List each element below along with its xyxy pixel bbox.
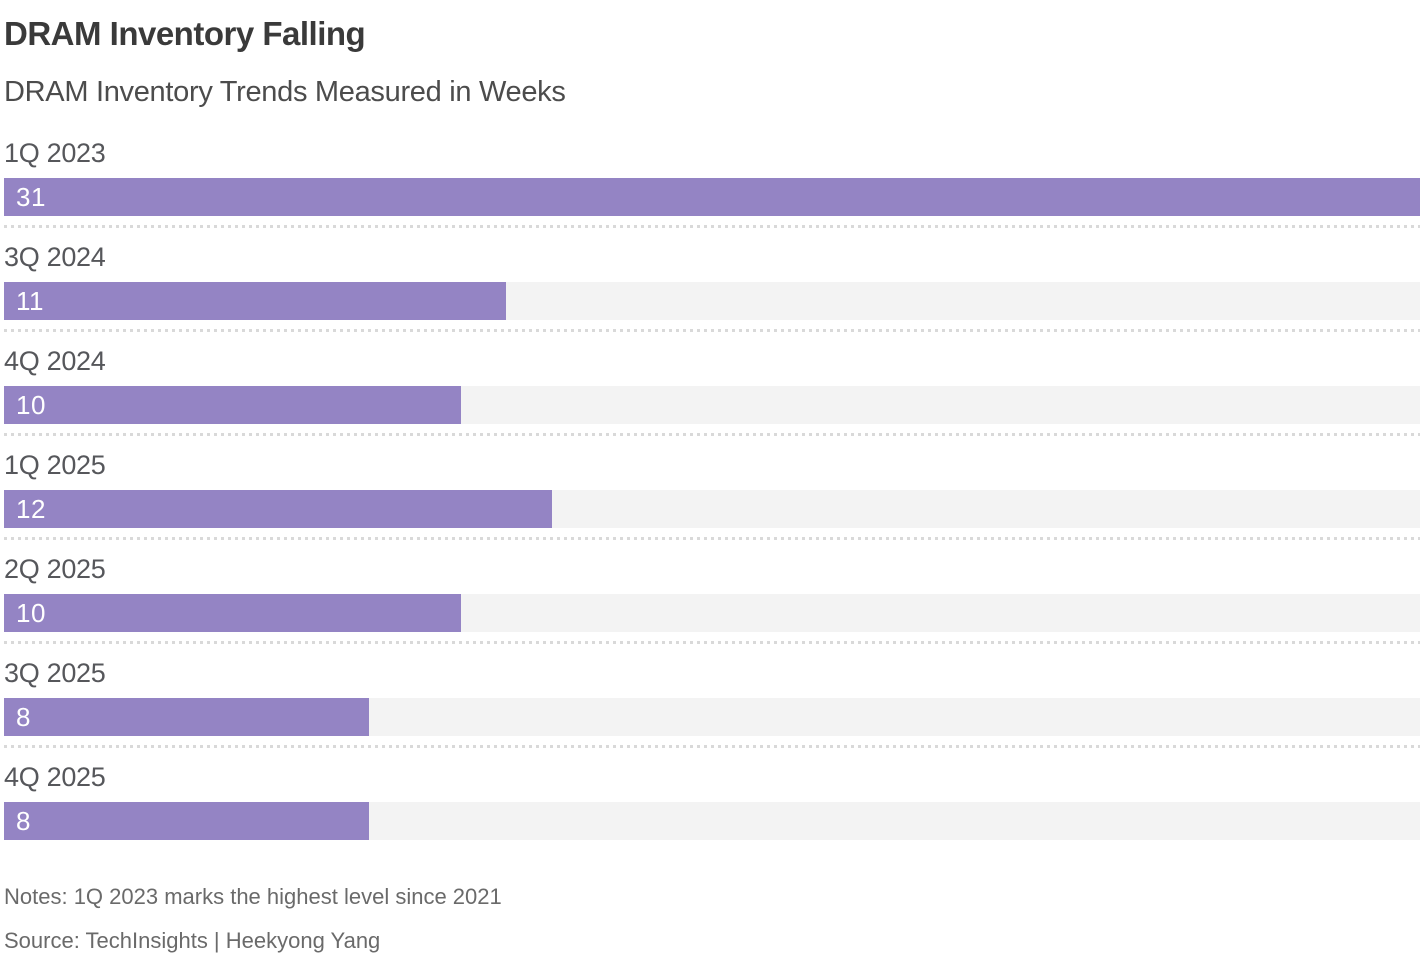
bar-value-label: 10 — [16, 389, 46, 420]
dotted-separator — [4, 433, 1420, 436]
category-label: 4Q 2024 — [4, 346, 106, 376]
chart-row: 2Q 2025 10 — [4, 554, 1420, 644]
dotted-separator — [4, 329, 1420, 332]
chart-row: 3Q 2025 8 — [4, 658, 1420, 748]
bar: 11 — [4, 282, 507, 320]
bar-value-label: 12 — [16, 493, 46, 524]
chart-row: 4Q 2025 8 — [4, 762, 1420, 840]
dotted-separator — [4, 641, 1420, 644]
bar-track: 10 — [4, 594, 1420, 632]
bar-track: 31 — [4, 178, 1420, 216]
bar: 8 — [4, 802, 370, 840]
chart-title: DRAM Inventory Falling — [4, 15, 366, 52]
bar: 31 — [4, 178, 1420, 216]
category-label: 3Q 2025 — [4, 658, 106, 688]
bar: 8 — [4, 698, 370, 736]
chart-row: 1Q 2025 12 — [4, 450, 1420, 540]
bar-value-label: 31 — [16, 181, 46, 212]
bar-value-label: 11 — [16, 285, 44, 316]
bar: 10 — [4, 594, 461, 632]
chart-subtitle: DRAM Inventory Trends Measured in Weeks — [4, 76, 566, 108]
category-label: 3Q 2024 — [4, 242, 106, 272]
dotted-separator — [4, 225, 1420, 228]
notes-text: Notes: 1Q 2023 marks the highest level s… — [4, 884, 502, 909]
bar-value-label: 8 — [16, 701, 31, 732]
source-text: Source: TechInsights | Heekyong Yang — [4, 928, 381, 953]
dotted-separator — [4, 537, 1420, 540]
bar-track: 12 — [4, 490, 1420, 528]
bar-value-label: 10 — [16, 597, 46, 628]
bar-track: 10 — [4, 386, 1420, 424]
chart-row: 3Q 2024 11 — [4, 242, 1420, 332]
bar-track: 8 — [4, 698, 1420, 736]
bar-track: 11 — [4, 282, 1420, 320]
bar-value-label: 8 — [16, 805, 31, 836]
bar: 10 — [4, 386, 461, 424]
category-label: 4Q 2025 — [4, 762, 106, 792]
category-label: 2Q 2025 — [4, 554, 106, 584]
dotted-separator — [4, 745, 1420, 748]
chart-row: 4Q 2024 10 — [4, 346, 1420, 436]
bar-track: 8 — [4, 802, 1420, 840]
category-label: 1Q 2023 — [4, 138, 106, 168]
bar: 12 — [4, 490, 553, 528]
category-label: 1Q 2025 — [4, 450, 106, 480]
chart-row: 1Q 2023 31 — [4, 138, 1420, 228]
bar-chart: 1Q 2023 31 3Q 2024 11 4Q 2024 10 — [4, 138, 1420, 840]
